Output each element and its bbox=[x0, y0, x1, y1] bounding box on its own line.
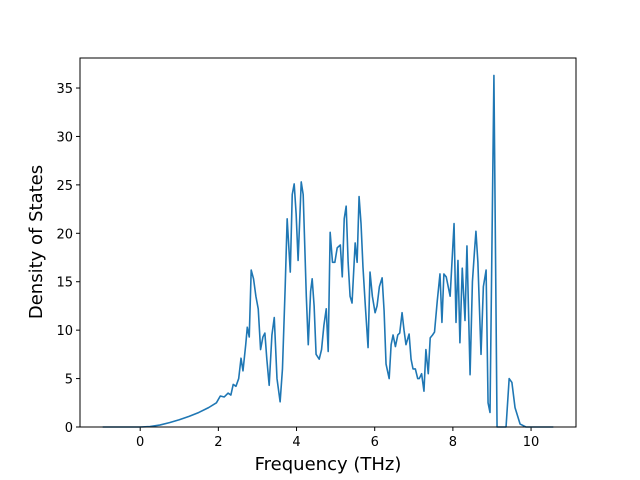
x-tick-label: 10 bbox=[523, 435, 540, 450]
x-tick-label: 2 bbox=[214, 435, 222, 450]
x-axis-label: Frequency (THz) bbox=[255, 454, 402, 475]
x-tick-label: 4 bbox=[292, 435, 300, 450]
x-tick-label: 6 bbox=[371, 435, 379, 450]
y-tick-label: 5 bbox=[65, 373, 73, 388]
y-tick-label: 20 bbox=[56, 227, 73, 242]
x-tick-label: 0 bbox=[136, 435, 144, 450]
data-line bbox=[102, 74, 554, 428]
y-tick-label: 30 bbox=[56, 130, 73, 145]
plot-frame bbox=[79, 57, 577, 428]
y-tick-label: 35 bbox=[56, 82, 73, 97]
y-tick-label: 15 bbox=[56, 276, 73, 291]
x-tick-label: 8 bbox=[449, 435, 457, 450]
y-axis-label: Density of States bbox=[26, 165, 47, 319]
y-tick-label: 0 bbox=[65, 421, 73, 436]
y-tick-label: 10 bbox=[56, 324, 73, 339]
y-tick-label: 25 bbox=[56, 179, 73, 194]
